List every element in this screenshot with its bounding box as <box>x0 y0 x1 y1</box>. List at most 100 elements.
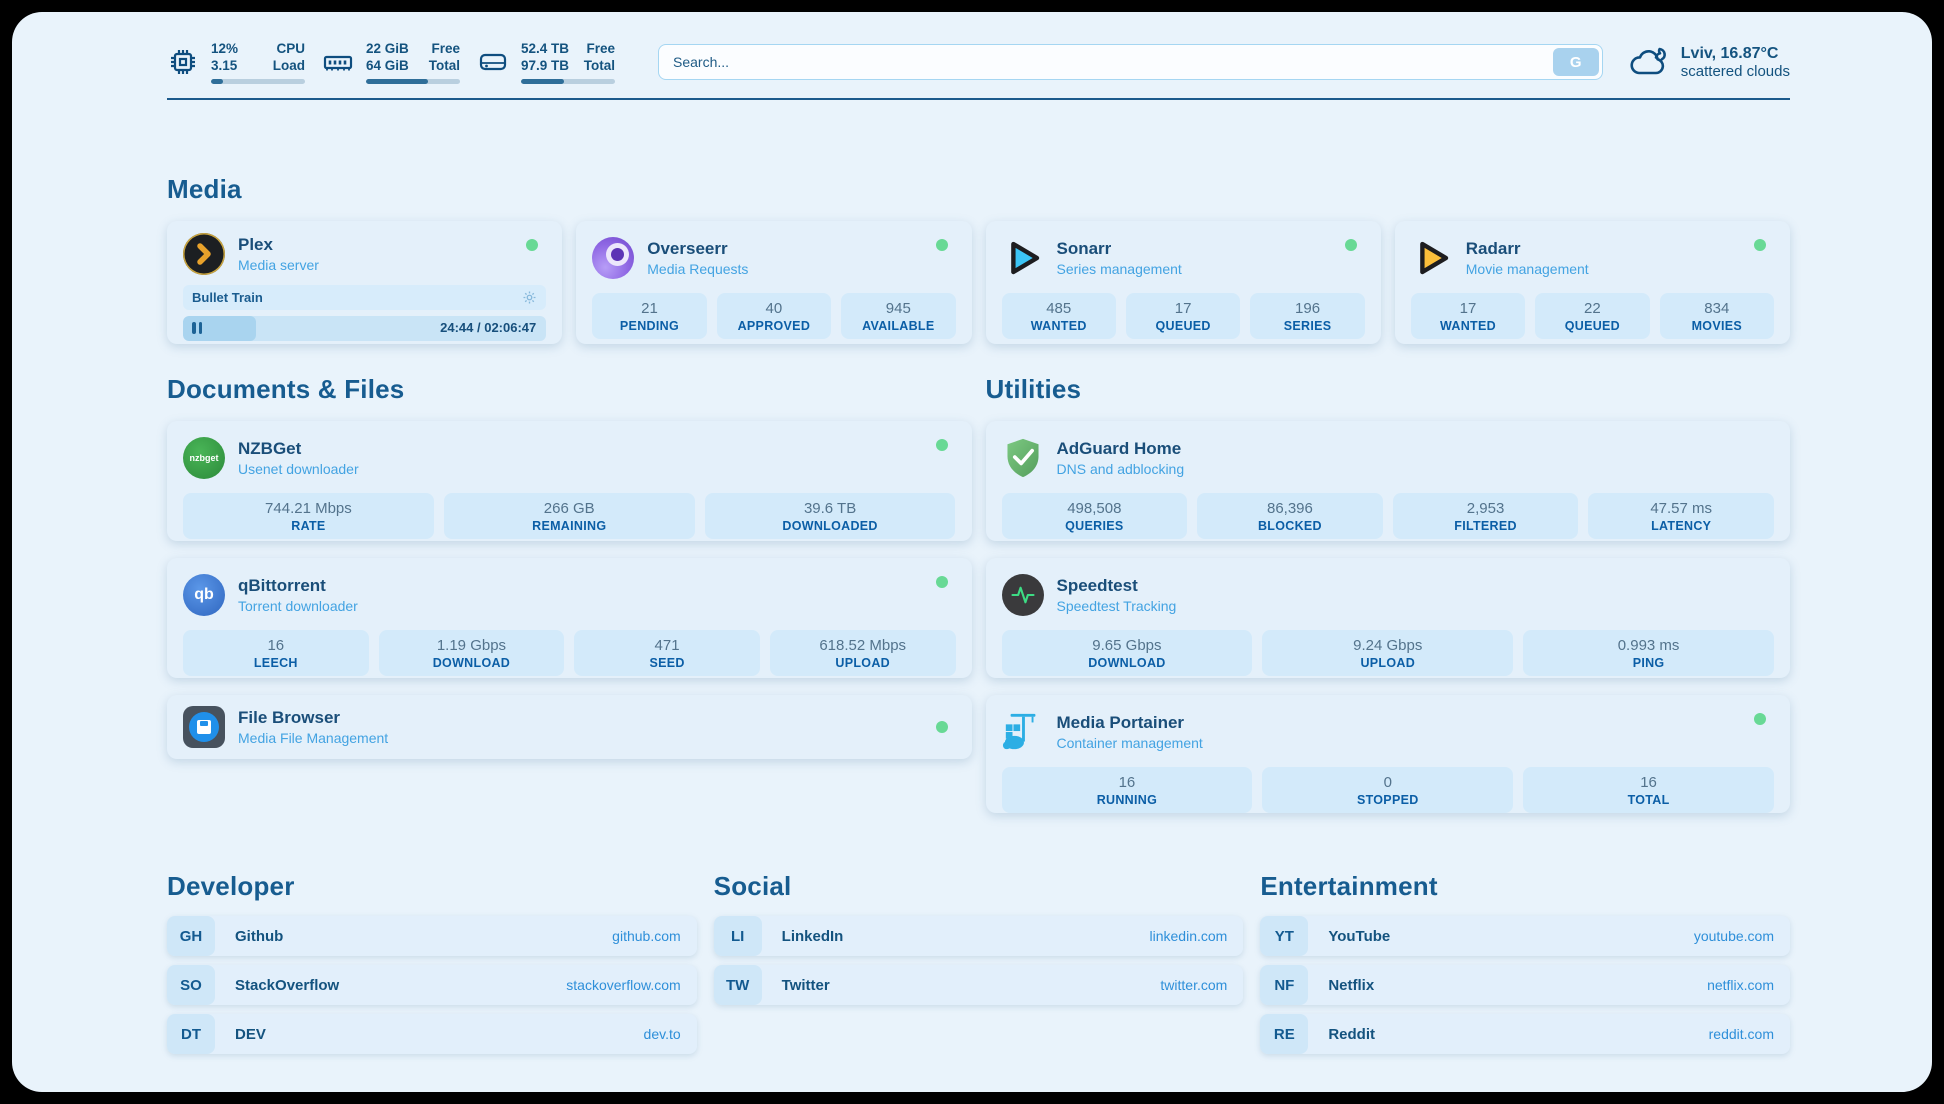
memory-progress-bar <box>366 79 460 84</box>
stat-box: 0.993 ms PING <box>1523 630 1774 676</box>
app-card-speedtest[interactable]: Speedtest Speedtest Tracking 9.65 Gbps DO… <box>985 558 1790 678</box>
search-box: G <box>658 44 1603 80</box>
settings-gear-icon[interactable] <box>522 290 537 305</box>
app-card-sonarr[interactable]: Sonarr Series management 485 WANTED 17 QUE… <box>985 221 1381 344</box>
disk-label-1: Free <box>586 41 615 56</box>
app-card-nzbget[interactable]: nzbget NZBGet Usenet downloader 744.21 M… <box>167 421 972 541</box>
bookmark-url[interactable]: twitter.com <box>1160 977 1228 993</box>
weather-location-temp: Lviv, 16.87°C <box>1680 44 1779 62</box>
stat-box: 9.24 Gbps UPLOAD <box>1262 630 1514 676</box>
cpu-label-1: CPU <box>276 41 305 56</box>
weather-condition: scattered clouds <box>1680 62 1790 80</box>
cpu-widget: 12% 3.15 CPU Load <box>167 40 305 84</box>
stat-box: 9.65 Gbps DOWNLOAD <box>1001 630 1253 676</box>
bookmark-url[interactable]: stackoverflow.com <box>566 977 681 993</box>
stat-box: 17 QUEUED <box>1125 293 1241 339</box>
cpu-label-2: Load <box>272 58 305 73</box>
stat-box: 485 WANTED <box>1001 293 1116 339</box>
memory-free-value: 22 GiB <box>366 41 409 56</box>
bookmark-stackoverflow[interactable]: SO StackOverflow stackoverflow.com <box>167 965 697 1005</box>
bookmark-url[interactable]: github.com <box>612 928 681 944</box>
disk-total-value: 97.9 TB <box>521 58 570 73</box>
bookmark-dev[interactable]: DT DEV dev.to <box>167 1014 697 1054</box>
app-card-radarr[interactable]: Radarr Movie management 17 WANTED 22 QUEUE… <box>1394 221 1790 344</box>
memory-total-value: 64 GiB <box>366 58 409 73</box>
cloud-icon <box>1630 47 1666 75</box>
stat-box: 39.6 TB DOWNLOADED <box>704 493 956 539</box>
bookmark-twitter[interactable]: TW Twitter twitter.com <box>713 965 1244 1005</box>
bookmark-badge: NF <box>1260 965 1309 1005</box>
stat-box: 471 SEED <box>574 630 760 676</box>
section-title-social: Social <box>713 871 792 901</box>
app-subtitle: Series management <box>1056 261 1182 277</box>
bookmark-github[interactable]: GH Github github.com <box>167 916 697 956</box>
memory-progress-fill <box>366 79 429 84</box>
app-subtitle: Torrent downloader <box>238 598 358 614</box>
bookmark-reddit[interactable]: RE Reddit reddit.com <box>1260 1014 1790 1054</box>
app-subtitle: DNS and adblocking <box>1056 461 1185 477</box>
status-online-indicator <box>935 439 948 451</box>
bookmark-name: Twitter <box>781 976 830 994</box>
app-card-adguard[interactable]: AdGuard Home DNS and adblocking 498,508 Q… <box>985 421 1790 541</box>
utilities-column: Utilities <box>985 374 1790 813</box>
status-online-indicator <box>526 239 539 251</box>
media-card-grid: Plex Media server Bullet Train 24:44 / 0… <box>167 221 1790 344</box>
bookmark-linkedin[interactable]: LI LinkedIn linkedin.com <box>713 916 1244 956</box>
bookmark-url[interactable]: dev.to <box>643 1026 681 1042</box>
adguard-icon <box>1002 437 1044 479</box>
app-title: Speedtest <box>1056 576 1138 595</box>
now-playing-title: Bullet Train <box>192 290 263 305</box>
playback-progress-bar[interactable]: 24:44 / 02:06:47 <box>183 316 547 341</box>
app-subtitle: Media Requests <box>647 261 749 277</box>
search-input[interactable] <box>658 44 1603 80</box>
bookmark-youtube[interactable]: YT YouTube youtube.com <box>1260 916 1790 956</box>
bookmark-name: StackOverflow <box>235 976 340 994</box>
bookmark-url[interactable]: youtube.com <box>1693 928 1774 944</box>
stat-box: 22 QUEUED <box>1535 293 1650 339</box>
app-subtitle: Media server <box>238 257 319 273</box>
stat-box: 0 STOPPED <box>1262 767 1514 813</box>
bookmark-url[interactable]: linkedin.com <box>1149 928 1228 944</box>
app-subtitle: Speedtest Tracking <box>1056 598 1177 614</box>
app-card-plex[interactable]: Plex Media server Bullet Train 24:44 / 0… <box>167 221 563 344</box>
stat-box: 86,396 BLOCKED <box>1197 493 1383 539</box>
section-title-entertainment: Entertainment <box>1260 871 1438 901</box>
nzbget-icon: nzbget <box>183 437 225 479</box>
app-title: Media Portainer <box>1056 713 1185 732</box>
filebrowser-icon <box>183 706 225 748</box>
app-subtitle: Container management <box>1056 735 1203 751</box>
bookmark-url[interactable]: netflix.com <box>1707 977 1774 993</box>
pause-icon[interactable] <box>192 322 202 334</box>
bookmark-name: DEV <box>235 1025 266 1043</box>
app-card-portainer[interactable]: Media Portainer Container management 16 R… <box>985 695 1790 813</box>
bookmark-netflix[interactable]: NF Netflix netflix.com <box>1260 965 1790 1005</box>
section-title-documents: Documents & Files <box>167 374 405 404</box>
app-subtitle: Movie management <box>1465 261 1589 277</box>
plex-icon <box>183 233 225 275</box>
bookmark-badge: RE <box>1260 1014 1309 1054</box>
status-online-indicator <box>935 721 948 733</box>
stat-box: 618.52 Mbps UPLOAD <box>769 630 956 676</box>
bookmarks-column-developer: Developer GH Github github.com SO StackO… <box>167 871 697 1054</box>
status-online-indicator <box>935 576 948 588</box>
stat-box: 498,508 QUERIES <box>1001 493 1188 539</box>
radarr-icon <box>1411 237 1453 279</box>
stat-box: 21 PENDING <box>592 293 707 339</box>
section-title-utilities: Utilities <box>985 374 1082 404</box>
app-card-filebrowser[interactable]: File Browser Media File Management <box>167 695 972 759</box>
bookmark-badge: SO <box>167 965 215 1005</box>
bookmark-badge: LI <box>713 916 762 956</box>
stat-box: 834 MOVIES <box>1659 293 1775 339</box>
search-engine-button[interactable]: G <box>1552 48 1599 76</box>
bookmark-name: YouTube <box>1328 927 1391 945</box>
app-title: Overseerr <box>647 239 728 258</box>
app-title: Plex <box>238 235 273 254</box>
app-card-qbittorrent[interactable]: qb qBittorrent Torrent downloader 16 LEEC… <box>167 558 972 678</box>
app-title: AdGuard Home <box>1056 439 1182 458</box>
stat-box: 16 TOTAL <box>1523 767 1774 813</box>
app-card-overseerr[interactable]: Overseerr Media Requests 21 PENDING 40 APP… <box>576 221 972 344</box>
bookmark-url[interactable]: reddit.com <box>1708 1026 1774 1042</box>
status-online-indicator <box>935 239 948 251</box>
disk-drive-icon <box>479 53 507 71</box>
section-title-media: Media <box>167 174 242 204</box>
